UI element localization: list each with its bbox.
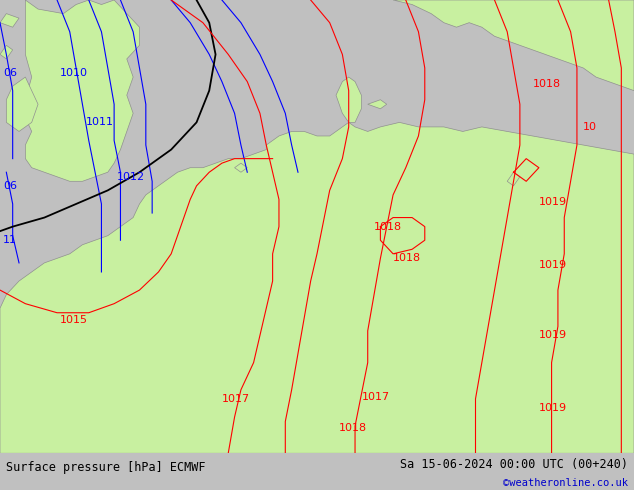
Text: 06: 06 bbox=[3, 181, 17, 191]
Text: Surface pressure [hPa] ECMWF: Surface pressure [hPa] ECMWF bbox=[6, 462, 206, 474]
Text: 1010: 1010 bbox=[60, 68, 88, 77]
Text: 1018: 1018 bbox=[393, 253, 421, 263]
Text: 1019: 1019 bbox=[539, 196, 567, 207]
Text: 1012: 1012 bbox=[117, 172, 145, 182]
Text: 10: 10 bbox=[583, 122, 597, 132]
Text: 1018: 1018 bbox=[374, 221, 402, 232]
Text: 1019: 1019 bbox=[539, 403, 567, 413]
Text: 1019: 1019 bbox=[539, 330, 567, 341]
Polygon shape bbox=[0, 46, 13, 59]
Text: Sa 15-06-2024 00:00 UTC (00+240): Sa 15-06-2024 00:00 UTC (00+240) bbox=[399, 458, 628, 471]
Polygon shape bbox=[235, 163, 247, 172]
Text: 11: 11 bbox=[3, 235, 17, 245]
Polygon shape bbox=[507, 172, 520, 186]
Polygon shape bbox=[0, 14, 19, 27]
Text: 1017: 1017 bbox=[222, 394, 250, 404]
Text: 1017: 1017 bbox=[361, 392, 389, 402]
Polygon shape bbox=[0, 122, 634, 453]
Text: 1011: 1011 bbox=[86, 118, 113, 127]
Text: 1019: 1019 bbox=[539, 260, 567, 270]
Text: 1015: 1015 bbox=[60, 315, 88, 324]
Text: ©weatheronline.co.uk: ©weatheronline.co.uk bbox=[503, 478, 628, 489]
Polygon shape bbox=[393, 0, 634, 91]
Text: 1018: 1018 bbox=[533, 79, 560, 89]
Polygon shape bbox=[368, 99, 387, 109]
Text: 1018: 1018 bbox=[339, 423, 367, 433]
Polygon shape bbox=[336, 77, 361, 122]
Text: 06: 06 bbox=[3, 68, 17, 77]
Polygon shape bbox=[25, 0, 139, 181]
Polygon shape bbox=[6, 77, 38, 131]
